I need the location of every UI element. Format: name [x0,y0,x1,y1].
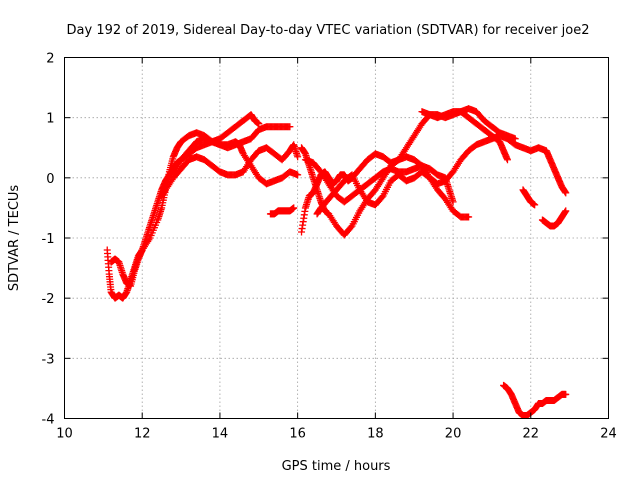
y-tick-label: 0 [46,172,54,187]
y-tick-label: -4 [42,413,55,428]
x-tick-label: 22 [523,427,540,442]
y-tick-label: -1 [42,232,55,247]
x-tick-label: 10 [56,427,73,442]
x-tick-label: 20 [445,427,462,442]
data-point [503,156,511,164]
series-track-12 [538,207,570,230]
x-tick-label: 12 [134,427,151,442]
y-axis-title: SDTVAR / TECUs [7,185,22,292]
series-track-4 [169,135,302,188]
data-point [562,189,570,197]
data-point [562,390,570,398]
y-tick-label: -2 [42,292,55,307]
x-axis-title: GPS time / hours [282,459,391,474]
data-point [449,198,457,206]
data-point [290,204,298,212]
series-track-9 [313,132,570,218]
data-point [465,213,473,221]
y-tick-label: 2 [46,52,54,67]
x-tick-label: 18 [367,427,384,442]
data-point [511,135,519,143]
chart-title: Day 192 of 2019, Sidereal Day-to-day VTE… [67,23,590,38]
y-tick-label: -3 [42,352,55,367]
data-point [294,153,302,161]
series-track-5 [266,204,298,218]
series-track-13 [500,381,570,419]
data-point [562,207,570,215]
chart-grid [64,57,609,419]
series-track-10 [418,108,511,164]
series-track-11 [519,186,539,209]
y-tick-label: 1 [46,112,54,127]
x-tick-label: 24 [600,427,617,442]
x-tick-label: 14 [212,427,229,442]
data-points [103,105,570,419]
series-track-3 [158,141,302,200]
x-tick-label: 16 [289,427,306,442]
axis-ticks [64,57,609,419]
data-point [286,123,294,131]
data-point [255,120,263,128]
data-point [531,201,539,209]
data-point [294,171,302,179]
